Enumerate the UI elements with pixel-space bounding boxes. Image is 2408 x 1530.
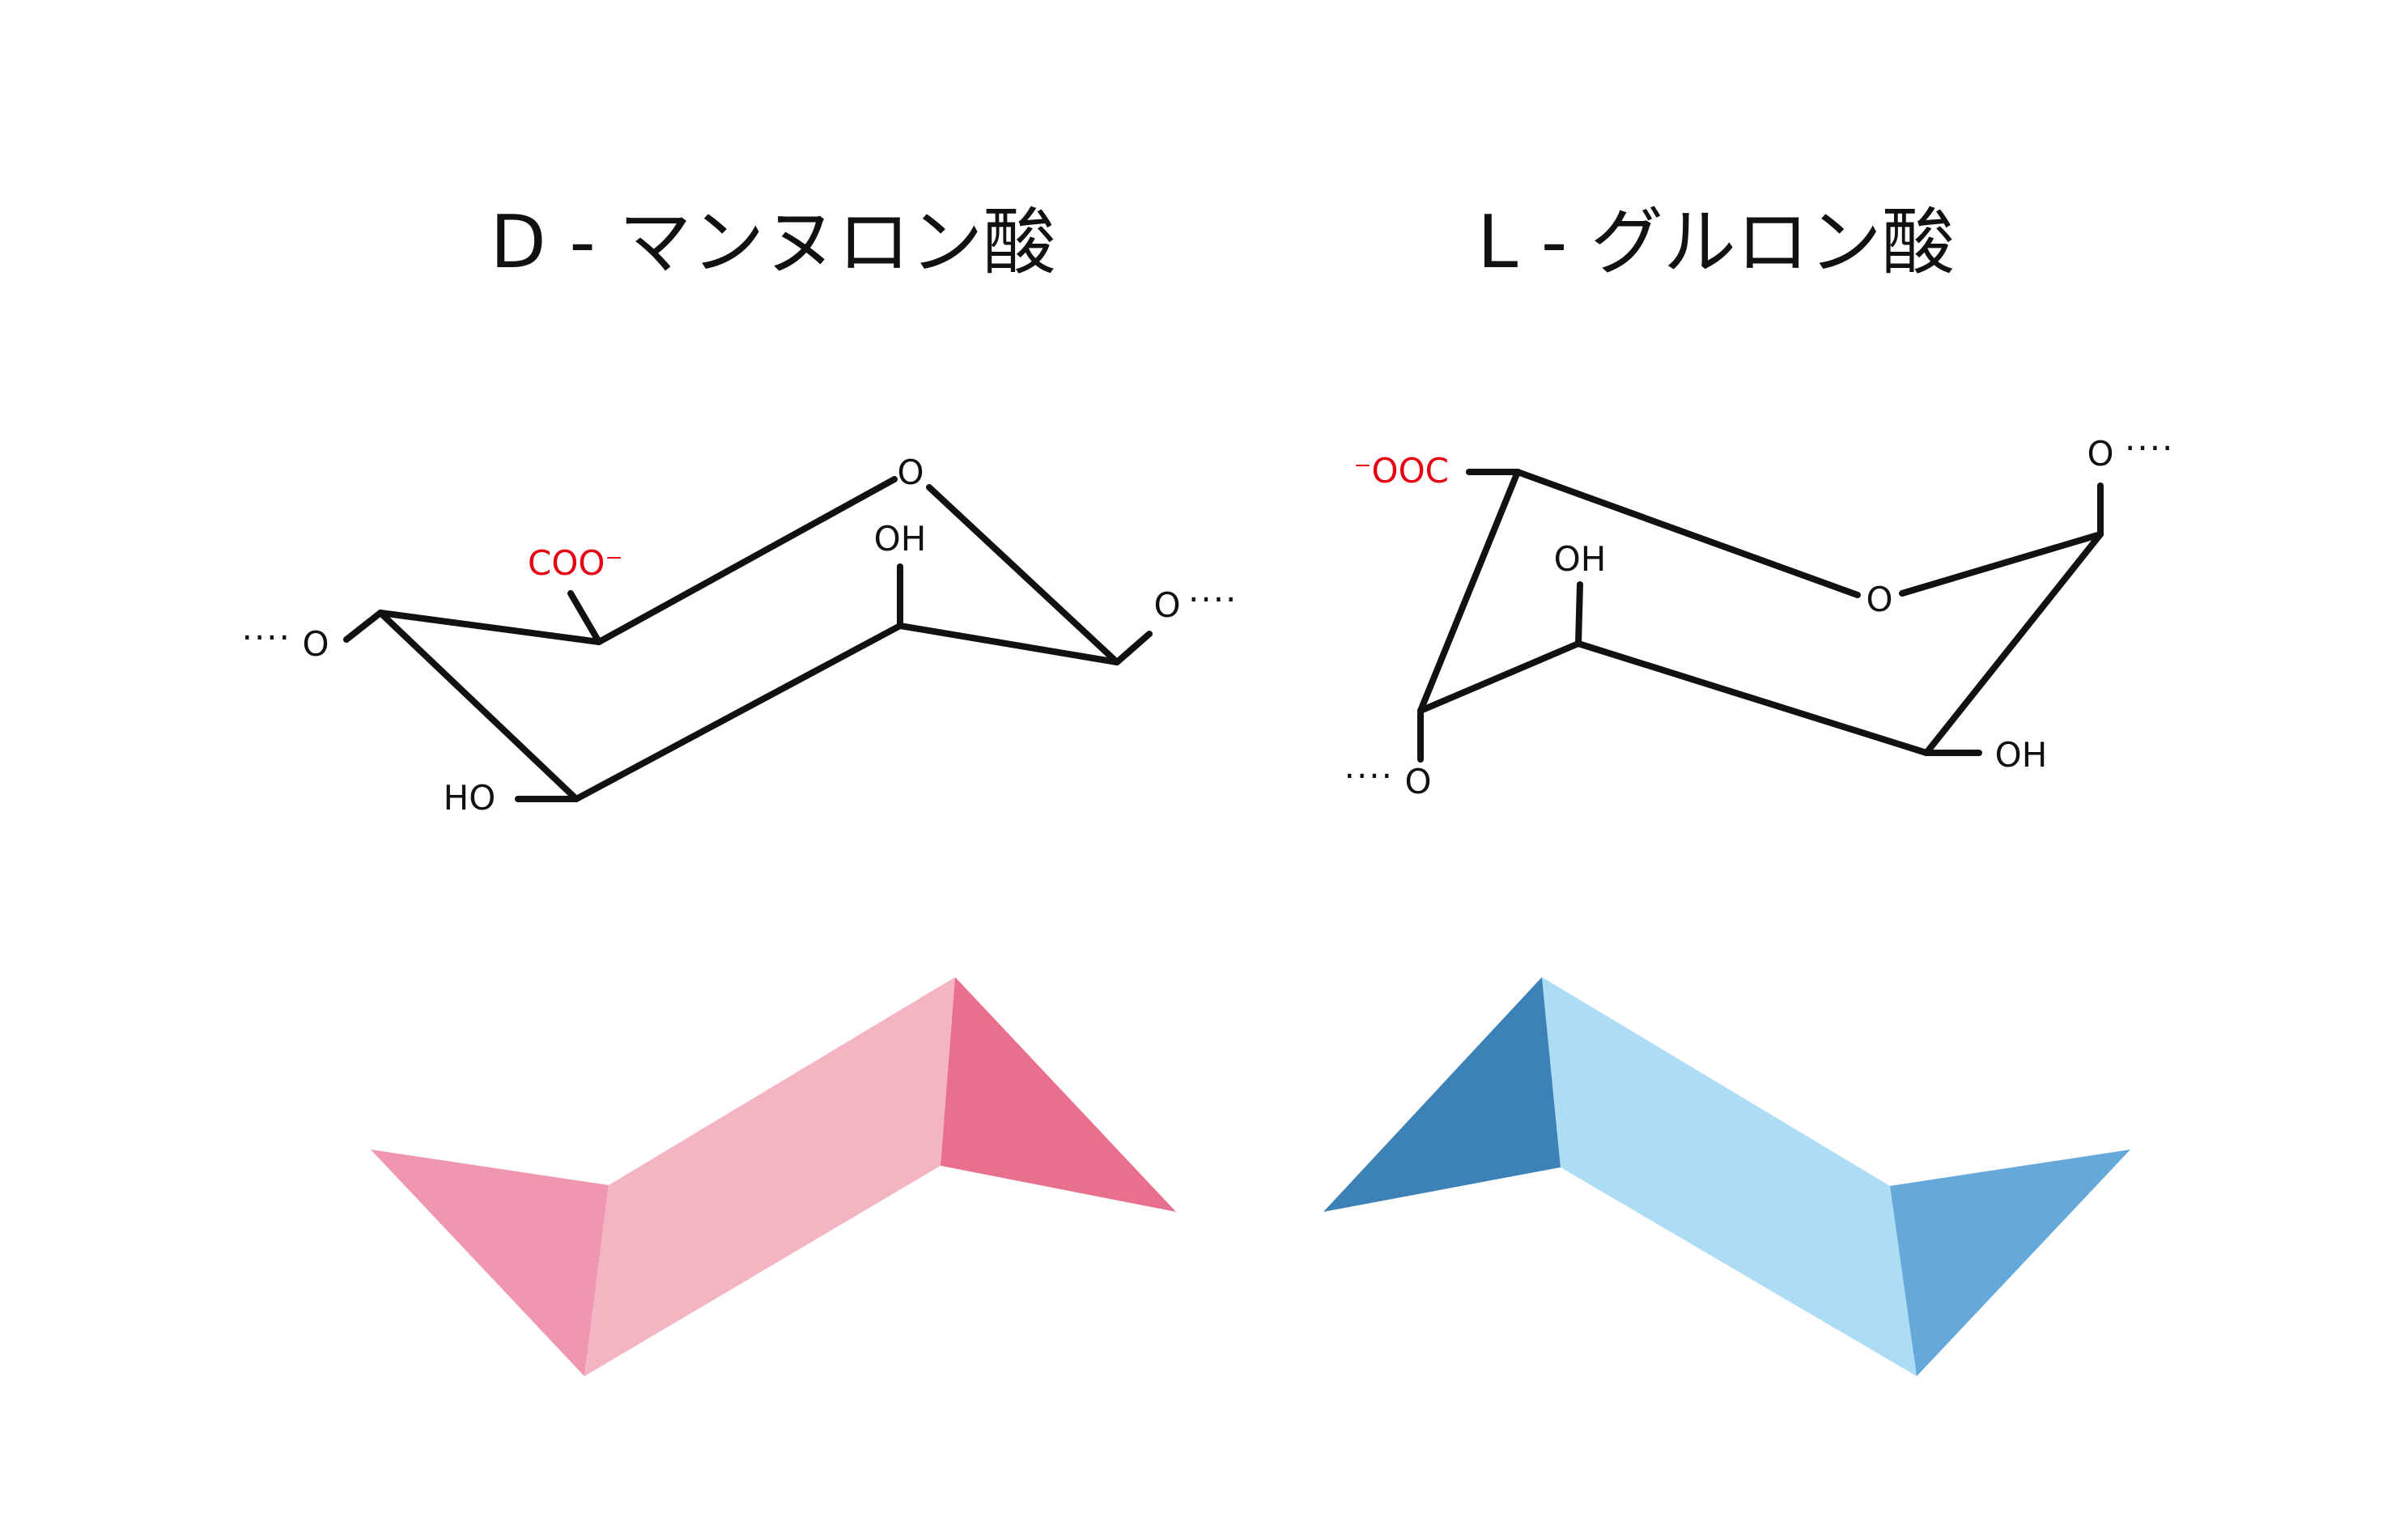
- guluronic-glycosidic-top: O: [2087, 434, 2113, 474]
- bond-c3-c4: [377, 610, 580, 802]
- mannuronic-chair-right-face: [941, 977, 1176, 1212]
- guluronic-chair-shape: [1323, 977, 2130, 1376]
- bond-c1-c2: [1923, 531, 2104, 756]
- bond-o5-c1: [1899, 531, 2104, 597]
- mannuronic-hydroxyl-c2: OH: [874, 519, 927, 559]
- bond-c4-c5: [377, 610, 602, 645]
- bond-c2-c3: [1575, 640, 1930, 756]
- bond-c1-o1: [1114, 631, 1153, 665]
- mannuronic-glycosidic-left: O: [302, 624, 329, 664]
- mannuronic-chair-shape: [371, 977, 1176, 1376]
- guluronic-structure: O ⁻OOC OH OH O ···· O ····: [1344, 428, 2174, 801]
- guluronic-hydroxyl-c3: OH: [1554, 539, 1607, 579]
- mannuronic-glycosidic-right: O: [1153, 585, 1180, 625]
- bond-c1-c2: [897, 623, 1120, 665]
- bond-c2-c3: [573, 623, 903, 802]
- mannuronic-chair-left-face: [371, 1150, 609, 1376]
- mannuronic-chair-center-face: [584, 977, 955, 1376]
- bond-c3-oh: [1575, 581, 1583, 647]
- guluronic-title: L - グルロン酸: [1477, 200, 1955, 285]
- guluronic-carboxylate: ⁻OOC: [1353, 451, 1449, 491]
- bond-c3-c4: [1417, 640, 1582, 714]
- mannuronic-title: D - マンヌロン酸: [491, 200, 1056, 285]
- guluronic-chair-right-face: [1890, 1150, 2130, 1376]
- guluronic-hydroxyl-c2: OH: [1995, 735, 2048, 775]
- guluronic-ring-oxygen: O: [1866, 580, 1892, 619]
- mannuronic-dots-left: ····: [242, 618, 291, 657]
- bond-c5-o5: [1514, 469, 1861, 598]
- bond-c5-carboxyl: [567, 590, 602, 645]
- mannuronic-hydroxyl-c3: HO: [444, 778, 496, 818]
- bond-c4-o4: [343, 610, 384, 643]
- mannuronic-ring-oxygen: O: [897, 453, 924, 492]
- guluronic-chair-left-face: [1323, 977, 1561, 1212]
- mannuronic-carboxylate: COO⁻: [528, 543, 623, 583]
- bond-c5-o5: [596, 476, 898, 645]
- mannuronic-structure: O COO⁻ OH HO O ···· O ····: [242, 453, 1238, 818]
- guluronic-glycosidic-bottom: O: [1404, 762, 1431, 801]
- mannuronic-dots-right: ····: [1188, 580, 1238, 619]
- guluronic-chair-center-face: [1542, 977, 1917, 1376]
- bond-o5-c1: [926, 484, 1120, 665]
- guluronic-dots-bottom: ····: [1344, 756, 1394, 796]
- guluronic-dots-top: ····: [2125, 428, 2174, 468]
- bond-c4-c5: [1417, 469, 1521, 714]
